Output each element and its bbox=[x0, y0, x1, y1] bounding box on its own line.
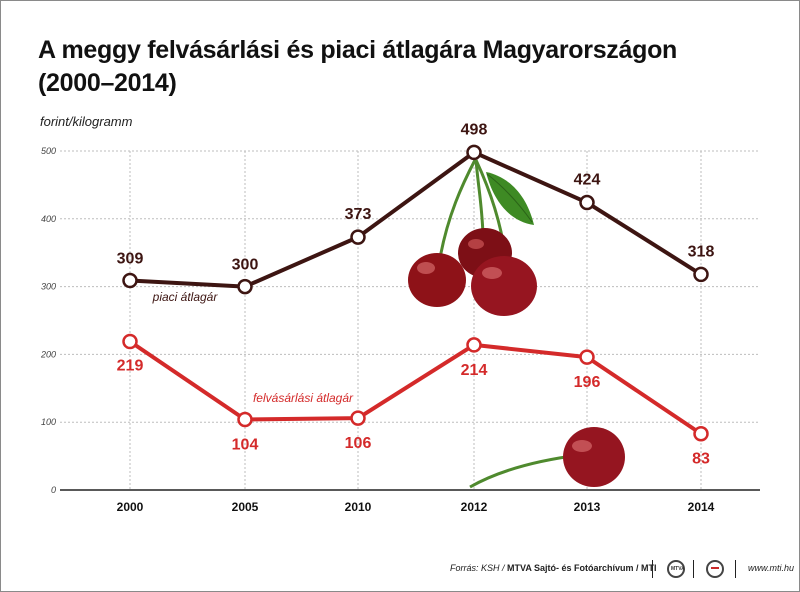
series-layer bbox=[122, 144, 709, 442]
data-point bbox=[237, 411, 253, 428]
data-label: 498 bbox=[461, 121, 488, 138]
data-point bbox=[579, 194, 595, 211]
data-label: 104 bbox=[232, 436, 259, 453]
data-point bbox=[122, 272, 138, 289]
data-label: 424 bbox=[574, 172, 601, 189]
data-point bbox=[693, 266, 709, 283]
source-prefix: Forrás: KSH / bbox=[450, 563, 508, 573]
data-label: 214 bbox=[461, 362, 488, 379]
y-tick-label: 400 bbox=[41, 214, 56, 224]
data-label: 309 bbox=[117, 250, 144, 267]
grid-layer bbox=[60, 150, 760, 491]
data-point bbox=[466, 144, 482, 161]
series-name-label: felvásárlási átlagár bbox=[253, 391, 354, 405]
y-axis-unit-label: forint/kilogramm bbox=[40, 114, 133, 129]
data-point bbox=[579, 349, 595, 365]
y-tick-label: 200 bbox=[40, 349, 56, 359]
series-line bbox=[129, 150, 703, 289]
data-point bbox=[122, 333, 138, 350]
data-label: 196 bbox=[574, 374, 601, 391]
data-label: 300 bbox=[232, 257, 259, 274]
y-tick-label: 300 bbox=[41, 282, 56, 292]
cherry-cluster-icon bbox=[408, 159, 537, 316]
chart-title: A meggy felvásárlási és piaci átlagára M… bbox=[38, 34, 677, 100]
mtva-logo-icon: MTVA bbox=[667, 560, 685, 578]
x-tick-label: 2005 bbox=[232, 500, 259, 514]
data-label: 318 bbox=[688, 243, 715, 260]
x-tick-label: 2000 bbox=[117, 500, 144, 514]
data-point bbox=[237, 278, 253, 295]
y-tick-label: 100 bbox=[41, 417, 56, 427]
x-tick-label: 2013 bbox=[574, 500, 601, 514]
series-name-label: piaci átlagár bbox=[152, 290, 219, 304]
website-link[interactable]: www.mti.hu bbox=[748, 563, 795, 573]
mtva-logo-text: MTVA bbox=[671, 566, 685, 572]
data-point bbox=[350, 410, 366, 426]
x-tick-label: 2012 bbox=[461, 500, 488, 514]
data-label: 219 bbox=[117, 358, 144, 375]
label-layer: 0 100 200 300 400 500 2000 2005 2010 2012 2013 2014… bbox=[40, 121, 715, 514]
title-line-1: A meggy felvásárlási és piaci átlagára M… bbox=[38, 36, 678, 64]
data-point bbox=[350, 229, 366, 245]
footer-divider bbox=[652, 560, 653, 578]
series-line bbox=[128, 339, 703, 436]
data-label: 373 bbox=[345, 206, 372, 223]
data-point bbox=[693, 425, 709, 442]
data-label: 106 bbox=[345, 435, 372, 452]
y-tick-label: 500 bbox=[41, 146, 56, 156]
single-cherry-icon bbox=[469, 427, 625, 489]
x-tick-label: 2014 bbox=[688, 500, 715, 514]
source-archive: MTVA Sajtó- és Fotóarchívum / MTI bbox=[507, 563, 657, 573]
y-tick-label: 0 bbox=[51, 485, 56, 495]
mti-logo-icon bbox=[706, 560, 724, 578]
title-line-2: (2000–2014) bbox=[38, 69, 177, 97]
data-point bbox=[466, 337, 482, 353]
data-label: 83 bbox=[692, 451, 710, 468]
footer-divider bbox=[693, 560, 694, 578]
x-tick-label: 2010 bbox=[345, 500, 372, 514]
footer-divider bbox=[735, 560, 736, 578]
source-credit: Forrás: KSH / MTVA Sajtó- és Fotóarchívu… bbox=[450, 563, 657, 573]
